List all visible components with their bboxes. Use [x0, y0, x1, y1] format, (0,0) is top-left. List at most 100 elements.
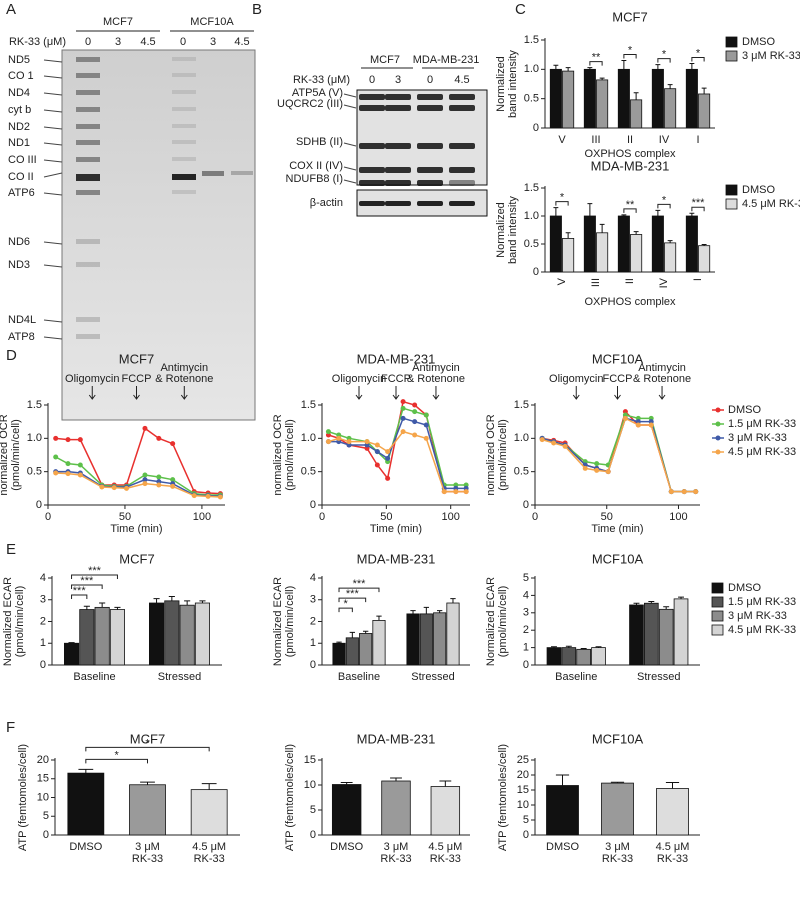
point — [423, 422, 429, 428]
y-tick-label: 4 — [523, 589, 529, 601]
y-axis-label: ATP (femtomoles/cell) — [497, 744, 509, 851]
legend-swatch — [725, 36, 738, 48]
y-tick-label: 0 — [523, 659, 529, 671]
bar — [664, 88, 677, 129]
significance-label: * — [696, 47, 701, 59]
point — [205, 493, 211, 499]
y-tick-label: 2 — [40, 615, 46, 627]
error-bar — [633, 92, 639, 100]
gel-band — [76, 174, 100, 181]
y-tick-label: 1 — [40, 637, 46, 649]
bar — [656, 788, 689, 836]
y-axis-label: (pmol/min/cell) — [497, 586, 509, 658]
band-leader — [43, 241, 63, 245]
blot-band — [417, 180, 443, 186]
bar — [658, 608, 674, 666]
point — [668, 489, 674, 495]
gel-band — [76, 334, 100, 339]
x-tick-label: IV — [658, 277, 670, 288]
y-tick-label: 10 — [37, 791, 49, 803]
y-tick-label: 10 — [304, 779, 316, 791]
point — [111, 485, 117, 491]
point — [346, 439, 352, 445]
gel-band — [172, 107, 196, 111]
error-bar — [599, 223, 605, 233]
significance-label: *** — [346, 588, 360, 600]
y-tick-label: 5 — [523, 814, 529, 826]
blot-band — [359, 94, 385, 100]
y-tick-label: 0 — [40, 659, 46, 671]
point — [374, 442, 380, 448]
blot-band — [385, 180, 411, 186]
legend-swatch — [725, 198, 738, 210]
blot-band — [359, 105, 385, 111]
chart-title: MCF7 — [119, 551, 154, 566]
y-axis-label: (pmol/min/cell) — [497, 419, 509, 491]
y-axis-label: ATP (femtomoles/cell) — [17, 744, 29, 851]
point — [400, 429, 406, 435]
gel-band — [172, 57, 196, 61]
point — [385, 475, 391, 481]
band-label: COX II (IV) — [289, 160, 343, 172]
band-label: ND4 — [8, 87, 30, 99]
annotation: Oligomycin — [65, 373, 119, 385]
blot-band — [359, 143, 385, 149]
y-axis-label: (pmol/min/cell) — [284, 586, 296, 658]
error-bar — [68, 642, 75, 644]
bar — [430, 786, 461, 836]
point — [453, 489, 459, 495]
point — [142, 425, 148, 431]
blot-band — [417, 94, 443, 100]
band-leader — [343, 104, 357, 109]
significance-label: *** — [73, 585, 87, 597]
bar — [419, 613, 433, 666]
error-bar — [595, 646, 602, 648]
gel-band — [76, 90, 100, 95]
bar — [583, 215, 596, 273]
blot-band — [359, 167, 385, 173]
gel-band — [172, 73, 196, 77]
x-axis-label: Time (min) — [110, 523, 162, 535]
chart-title: MCF10A — [592, 731, 644, 746]
point — [99, 484, 105, 490]
bar — [664, 242, 677, 273]
bar — [446, 602, 460, 666]
significance-label: * — [115, 749, 120, 761]
annotation: Oligomycin — [549, 373, 603, 385]
error-bar — [410, 610, 416, 614]
panel-letter: F — [6, 719, 15, 736]
error-bar — [78, 768, 94, 774]
error-bar — [689, 212, 695, 216]
band-leader — [43, 109, 63, 113]
y-tick-label: 0.5 — [524, 93, 539, 105]
legend-label: DMSO — [728, 582, 761, 594]
legend-swatch — [725, 184, 738, 196]
band-leader — [43, 192, 63, 196]
point — [325, 439, 331, 445]
error-bar — [587, 203, 593, 216]
x-tick-label: 3 μM — [135, 841, 160, 853]
y-tick-label: 1.5 — [27, 399, 42, 411]
x-tick-label: 0 — [532, 511, 538, 523]
error-bar — [655, 209, 661, 216]
band-label: ND4L — [8, 314, 36, 326]
gel-band — [172, 190, 196, 194]
error-bar — [701, 87, 707, 94]
point — [156, 435, 162, 441]
point — [412, 402, 418, 408]
y-tick-label: 25 — [517, 754, 529, 766]
band-label: ND5 — [8, 54, 30, 66]
error-bar — [114, 606, 121, 610]
error-bar — [667, 240, 673, 243]
y-tick-label: 0 — [523, 499, 529, 511]
bar — [673, 598, 689, 666]
x-tick-label: 4.5 μM — [428, 841, 462, 853]
point — [400, 405, 406, 411]
error-bar — [648, 600, 655, 604]
bar — [562, 237, 575, 273]
error-bar — [153, 598, 160, 604]
error-bar — [551, 646, 557, 648]
lane-label: 3 — [115, 36, 121, 48]
error-bar — [633, 602, 640, 605]
